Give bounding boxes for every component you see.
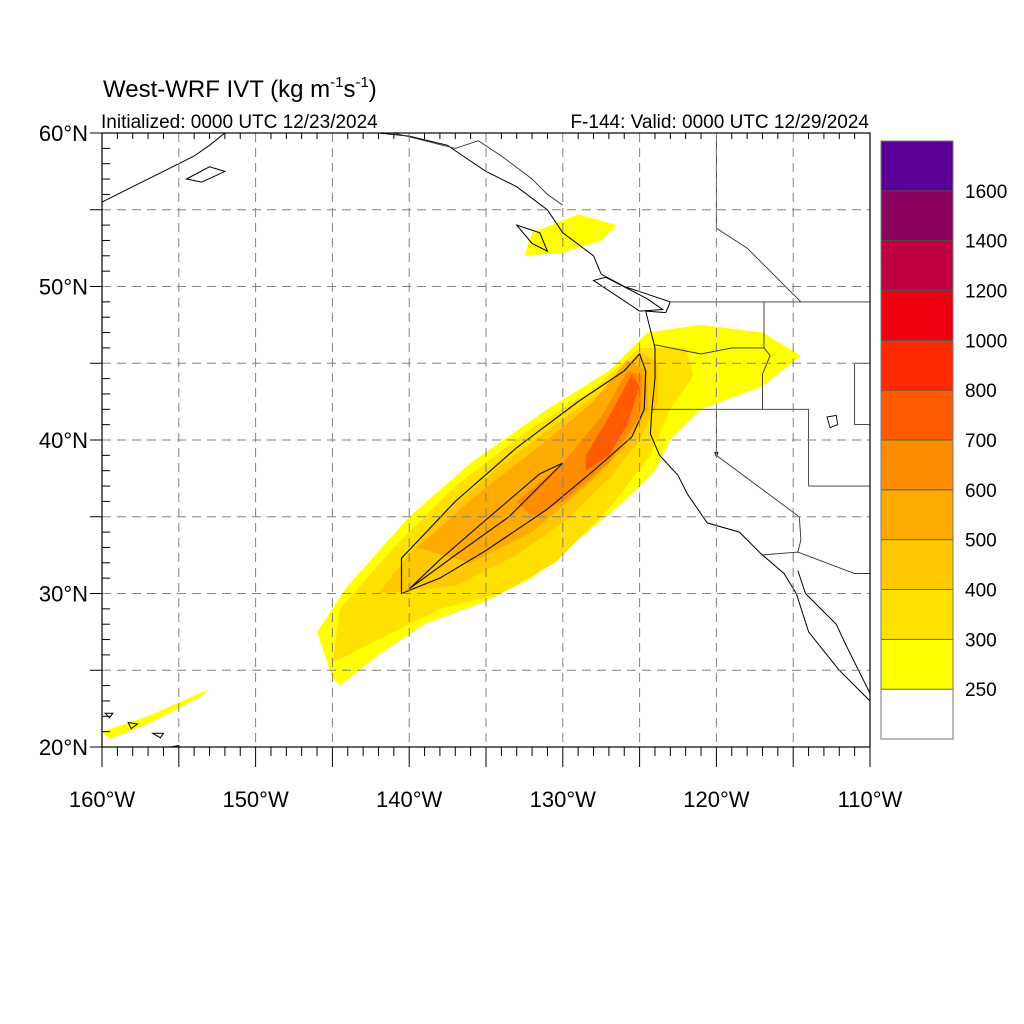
subtitle-valid-time: F-144: Valid: 0000 UTC 12/29/2024 bbox=[570, 112, 869, 133]
longitude-labels: 160°W 150°W 140°W 130°W 120°W 110°W bbox=[69, 787, 903, 812]
colorbar-box bbox=[880, 638, 954, 690]
coastline-vancouver-island bbox=[592, 276, 665, 312]
lat-label: 50°N bbox=[39, 275, 88, 300]
colorbar-box bbox=[880, 140, 954, 192]
colorbar-box bbox=[880, 240, 954, 291]
ivt-region-hawaii-plume bbox=[102, 688, 210, 740]
coastline-kauai bbox=[103, 712, 114, 719]
colorbar-label: 1200 bbox=[965, 282, 1007, 303]
lon-label: 130°W bbox=[530, 787, 597, 812]
ivt-contour-inner bbox=[408, 462, 564, 590]
coastline-west-coast bbox=[378, 133, 870, 702]
colorbar-frame bbox=[880, 140, 954, 740]
colorbar-label: 500 bbox=[965, 531, 997, 552]
colorbar-box bbox=[880, 290, 954, 341]
ivt-contour-outer bbox=[400, 352, 647, 595]
latitude-labels: 60°N 50°N 40°N 30°N 20°N bbox=[39, 121, 88, 760]
lon-label: 110°W bbox=[838, 787, 903, 812]
map-plot-area bbox=[102, 133, 870, 747]
colorbar-box bbox=[880, 688, 954, 740]
lat-label: 40°N bbox=[39, 428, 88, 453]
colorbar-label: 250 bbox=[965, 680, 997, 701]
border-ca-az-border bbox=[797, 516, 802, 553]
ivt-region-ar-level-4 bbox=[416, 360, 648, 563]
colorbar-box bbox=[880, 339, 954, 391]
coastline-baja-east-coast bbox=[797, 570, 870, 694]
colorbar-label: 1400 bbox=[965, 232, 1007, 253]
colorbar-box bbox=[880, 539, 954, 590]
ivt-region-ar-level-5 bbox=[516, 370, 643, 517]
colorbar-label: 600 bbox=[965, 481, 997, 502]
border-montana-idaho-border bbox=[854, 363, 870, 426]
colorbar: 250 300 400 500 600 700 800 1000 1200 1400 1600 bbox=[880, 140, 1007, 740]
ivt-region-ar-level-6 bbox=[585, 374, 640, 471]
lat-label: 60°N bbox=[39, 121, 88, 146]
lon-label: 120°W bbox=[683, 787, 750, 812]
lake-great-salt-lake bbox=[826, 414, 839, 429]
ivt-contours bbox=[400, 352, 647, 595]
map-title: West-WRF IVT (kg m-1s-1) bbox=[103, 74, 377, 103]
colorbar-box bbox=[880, 489, 954, 541]
colorbar-box bbox=[880, 439, 954, 491]
colorbar-label: 1000 bbox=[965, 331, 1007, 352]
colorbar-label: 400 bbox=[965, 581, 997, 602]
ivt-region-alaska-plume bbox=[524, 214, 617, 256]
colorbar-box bbox=[880, 389, 954, 441]
ivt-shading bbox=[102, 214, 801, 740]
lon-label: 160°W bbox=[69, 787, 136, 812]
border-or-wa-border bbox=[654, 301, 765, 355]
axis-ticks bbox=[90, 132, 871, 767]
colorbar-label: 300 bbox=[965, 630, 997, 651]
coastline-maui bbox=[150, 732, 165, 739]
colorbar-box bbox=[880, 190, 954, 242]
colorbar-label: 1600 bbox=[965, 182, 1007, 203]
lat-label: 20°N bbox=[39, 735, 88, 760]
lon-label: 140°W bbox=[376, 787, 443, 812]
colorbar-label: 700 bbox=[965, 431, 997, 452]
coastline-haida-gwaii bbox=[515, 224, 549, 253]
subtitle-initialized: Initialized: 0000 UTC 12/23/2024 bbox=[101, 112, 378, 133]
border-alaska-canada-border bbox=[393, 133, 564, 206]
coastline-kodiak-island bbox=[185, 166, 227, 183]
coastline-oahu bbox=[127, 721, 139, 730]
colorbar-label: 800 bbox=[965, 381, 997, 402]
border-idaho-border bbox=[762, 347, 771, 410]
border-us-mexico-border bbox=[760, 551, 870, 574]
lon-label: 150°W bbox=[222, 787, 289, 812]
colorbar-box bbox=[880, 589, 954, 640]
lat-lon-grid bbox=[102, 133, 870, 747]
lat-label: 30°N bbox=[39, 582, 88, 607]
